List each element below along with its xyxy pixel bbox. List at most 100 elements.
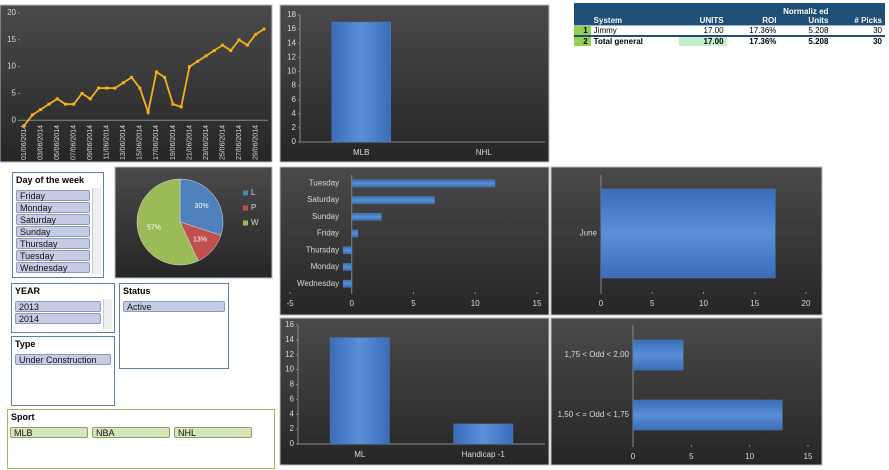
slicer-item[interactable]: Active [123,301,225,312]
table-cell: 5.208 [779,25,832,36]
legend-swatch [243,220,248,226]
slicer-item[interactable]: Saturday [16,214,90,225]
legend-label: P [251,203,256,212]
x-tick-label: 09/06/2014 [87,125,94,160]
x-tick-label: 10 [745,452,754,461]
y-tick-label: 12 [285,350,294,359]
point [262,27,266,31]
header-cell: ROI [726,3,780,26]
legend-label: W [251,218,259,227]
x-tick-label: 20 [802,299,811,308]
pie-slice [179,178,224,236]
bar [342,246,353,254]
header-cell: Normaliz ed Units [779,3,832,26]
point [22,124,26,128]
x-tick-label: Handicap -1 [462,450,506,459]
y-tick-label: 14 [287,38,296,47]
bar [632,339,684,371]
chart-panel [279,4,550,163]
x-tick-label: ML [354,450,366,459]
y-tick-label: 0 [12,115,17,124]
y-tick-label: 15 [7,35,16,44]
y-tick-label: Friday [317,229,339,238]
x-tick-label: 15 [533,299,542,308]
slicer-title: Status [123,286,151,296]
y-tick-label: 2 [292,123,297,132]
bar [600,188,776,279]
slicer-item[interactable]: 2013 [15,301,101,312]
bar [351,213,382,221]
header-cell: UNITS [678,3,727,26]
point [105,86,109,90]
y-tick-label: Thursday [306,245,339,254]
table-row: 1 Jimmy 17.00 17.36% 5.208 30 [574,25,885,36]
y-tick-label: Wednesday [297,279,339,288]
x-tick-label: 05/06/2014 [54,125,61,160]
point [47,102,51,106]
slicer-items: Under Construction [12,354,114,365]
x-tick-label: 0 [599,299,604,308]
scrollbar [92,188,101,274]
slicer: Sport MLB NBA NHL [7,409,275,469]
slicer-item[interactable]: Thursday [16,238,90,249]
y-tick-label: 1,75 < Odd < 2,00 [565,350,630,359]
point [130,75,134,79]
bar [632,399,783,431]
x-tick-label: 13/06/2014 [120,125,127,160]
y-tick-label: 0 [290,439,295,448]
point [55,97,59,101]
x-tick-label: 15 [750,299,759,308]
slicer-item[interactable]: Monday [16,202,90,213]
point [196,59,200,63]
y-tick-label: 5 [12,89,17,98]
x-tick-label: 21/06/2014 [186,125,193,160]
slicer-title: Sport [11,412,35,422]
scrollbar [103,299,112,329]
slicer-title: Type [15,339,36,349]
slicer-item[interactable]: NHL [174,427,252,438]
point [245,43,249,47]
table-cell: 5.208 [779,35,832,46]
slicer-items: MLB NBA NHL [8,426,274,439]
data-label: 57% [147,225,161,232]
slicer-item[interactable]: MLB [10,427,88,438]
point [63,102,67,106]
slicer-items: Friday Monday Saturday Sunday Thursday Tuesda… [13,190,93,273]
slicer-item[interactable]: Under Construction [15,354,111,365]
table-cell: 1 [574,25,591,36]
slicer-item[interactable]: 2014 [15,313,101,324]
chart-panel [550,317,823,466]
table-cell: Jimmy [590,25,679,36]
point [146,110,150,114]
slicer-item[interactable]: Wednesday [16,262,90,273]
x-tick-label: 17/06/2014 [153,125,160,160]
y-tick-label: 18 [287,10,296,19]
point [179,105,183,109]
x-tick-label: 03/06/2014 [38,125,45,160]
x-tick-label: 25/06/2014 [219,125,226,160]
x-tick-label: MLB [353,148,369,157]
point [187,65,191,69]
x-tick-label: 01/06/2014 [21,125,28,160]
bar [329,337,390,445]
point [171,102,175,106]
legend-label: L [251,188,256,197]
point [88,97,92,101]
y-tick-label: 14 [285,335,294,344]
y-tick-label: 20 [7,8,16,17]
slicer-item[interactable]: NBA [92,427,170,438]
slicer-items: 2013 2014 [12,301,104,324]
slicer: Status Active [119,283,229,369]
slicer-items: Active [120,301,228,312]
y-tick-label: June [580,229,598,238]
x-tick-label: 15/06/2014 [137,125,144,160]
y-tick-label: 16 [285,320,294,329]
pie-slice [136,178,199,266]
slicer: Type Under Construction [11,336,115,406]
slicer-item[interactable]: Sunday [16,226,90,237]
point [254,32,258,36]
slicer-item[interactable]: Friday [16,190,90,201]
y-tick-label: 6 [290,394,295,403]
slicer-item[interactable]: Tuesday [16,250,90,261]
